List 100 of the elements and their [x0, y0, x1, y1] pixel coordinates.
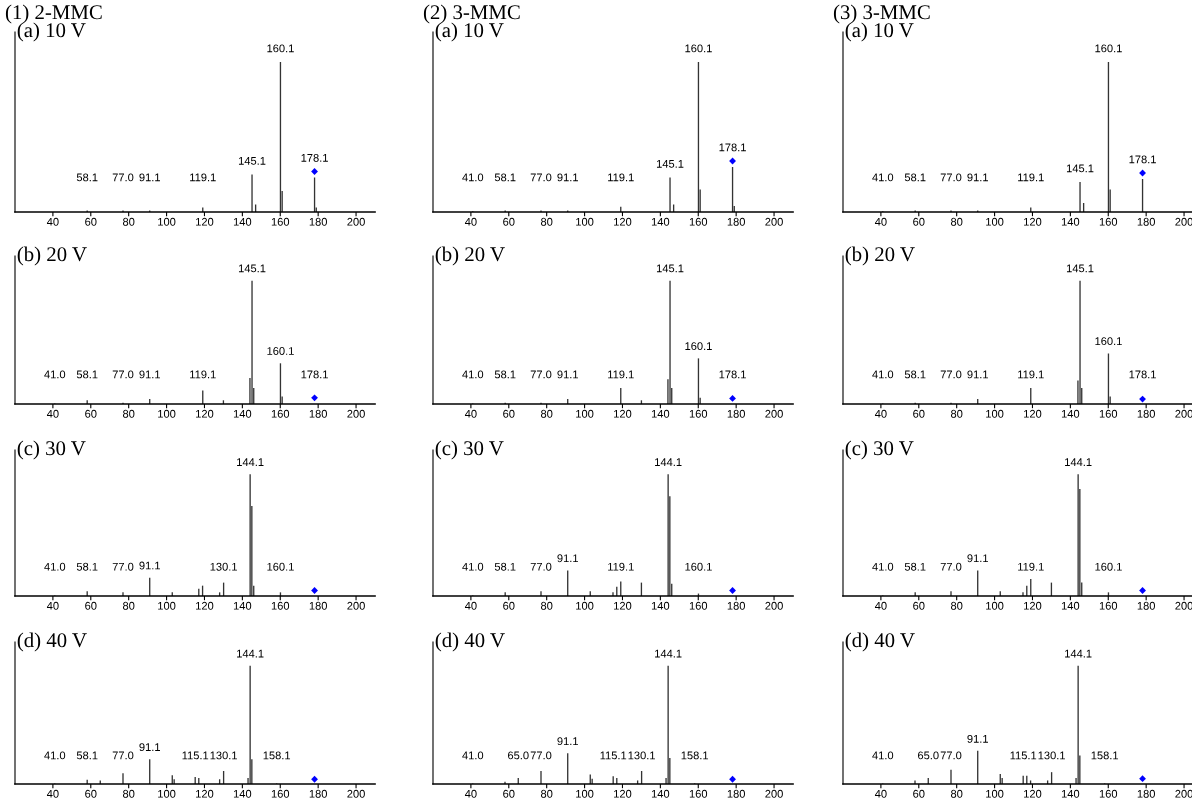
chart-subtitle: (c) 30 V [845, 440, 914, 460]
x-tick-label: 100 [576, 789, 594, 798]
annotation: 91.1 [139, 561, 160, 570]
annotation: 145.1 [238, 157, 266, 165]
x-tick-label: 120 [614, 601, 632, 610]
annotation: 115.1 [1010, 751, 1037, 760]
annotation: 178.1 [719, 143, 746, 152]
x-tick-label: 100 [158, 601, 176, 610]
annotation: 77.0 [112, 751, 134, 760]
x-tick-label: 120 [196, 601, 214, 610]
x-tick-label: 80 [122, 217, 135, 226]
annotation: 77.0 [112, 370, 134, 379]
annotation: 119.1 [190, 370, 216, 379]
x-tick-label: 80 [122, 789, 135, 798]
annotation: 41.0 [872, 562, 894, 571]
annotation: 41.0 [872, 370, 894, 379]
annotation: 58.1 [76, 751, 98, 760]
annotation: 160.1 [685, 562, 712, 571]
x-tick-label: 100 [158, 217, 176, 226]
x-tick-label: 200 [347, 409, 365, 418]
chart-subtitle: (b) 20 V [845, 246, 915, 266]
annotation: 58.1 [76, 370, 98, 379]
annotation: 145.1 [238, 264, 266, 273]
x-tick-label: 120 [1024, 217, 1042, 226]
x-tick-label: 100 [986, 409, 1004, 418]
x-tick-label: 200 [1175, 601, 1192, 610]
annotation: 77.0 [940, 370, 962, 379]
x-tick-label: 180 [1137, 789, 1155, 798]
x-tick-label: 60 [913, 217, 925, 226]
x-tick-label: 140 [651, 217, 670, 226]
x-tick-label: 100 [576, 217, 594, 226]
annotation: 158.1 [681, 751, 709, 760]
annotation: 160.1 [1095, 562, 1122, 571]
annotation: 41.0 [462, 751, 484, 760]
annotation: 119.1 [608, 173, 634, 182]
x-tick-label: 180 [309, 409, 327, 418]
chart-title: (1) 2-MMC [5, 4, 102, 24]
x-tick-label: 160 [689, 789, 708, 798]
x-tick-label: 120 [196, 789, 214, 798]
annotation: 119.1 [608, 562, 634, 571]
annotation: 91.1 [557, 737, 578, 746]
annotation: 77.0 [530, 562, 552, 571]
x-tick-label: 200 [765, 409, 783, 418]
annotation: 58.1 [904, 173, 926, 182]
x-tick-label: 60 [913, 601, 925, 610]
annotation: 58.1 [904, 370, 926, 379]
x-tick-label: 60 [503, 409, 515, 418]
annotation: 77.0 [112, 173, 134, 182]
annotation: 130.1 [210, 751, 237, 760]
x-tick-label: 100 [158, 789, 176, 798]
chart-subtitle: (c) 30 V [17, 440, 86, 460]
x-tick-label: 40 [464, 409, 477, 418]
annotation: 58.1 [494, 370, 516, 379]
annotation: 77.0 [530, 173, 552, 182]
x-tick-label: 40 [46, 601, 59, 610]
x-tick-label: 200 [1175, 217, 1192, 226]
chart-subtitle: (d) 40 V [435, 632, 505, 652]
x-tick-label: 40 [874, 217, 887, 226]
x-tick-label: 80 [122, 409, 135, 418]
annotation: 77.0 [940, 173, 962, 182]
annotation: 144.1 [237, 649, 264, 658]
x-tick-label: 60 [85, 601, 97, 610]
annotation: 178.1 [301, 153, 328, 162]
x-tick-label: 60 [85, 217, 97, 226]
chart-subtitle: (a) 10 V [17, 22, 86, 42]
annotation: 160.1 [267, 562, 294, 571]
annotation: 41.0 [462, 370, 484, 379]
annotation: 145.1 [656, 160, 684, 168]
annotation: 58.1 [494, 562, 516, 571]
x-tick-label: 80 [540, 601, 553, 610]
x-tick-label: 180 [727, 217, 745, 226]
chart-subtitle: (c) 30 V [435, 440, 504, 460]
x-tick-label: 140 [233, 789, 252, 798]
annotation: 41.0 [872, 751, 894, 760]
x-tick-label: 160 [689, 409, 708, 418]
chart-subtitle: (b) 20 V [17, 246, 87, 266]
chart-subtitle: (a) 10 V [435, 22, 504, 42]
chart-subtitle: (a) 10 V [845, 22, 914, 42]
x-tick-label: 200 [347, 601, 365, 610]
annotation: 119.1 [1018, 562, 1044, 571]
chart-subtitle: (d) 40 V [845, 632, 915, 652]
x-tick-label: 120 [1024, 409, 1042, 418]
annotation: 58.1 [494, 173, 516, 182]
annotation: 178.1 [1129, 370, 1156, 379]
annotation: 119.1 [1018, 370, 1044, 379]
annotation: 119.1 [1018, 173, 1044, 182]
x-tick-label: 100 [576, 601, 594, 610]
x-tick-label: 180 [727, 789, 745, 798]
x-tick-label: 80 [950, 217, 963, 226]
x-tick-label: 200 [1175, 789, 1192, 798]
x-tick-label: 180 [309, 601, 327, 610]
x-tick-label: 140 [651, 789, 670, 798]
annotation: 160.1 [1095, 337, 1122, 346]
annotation: 130.1 [628, 751, 655, 760]
annotation: 178.1 [1129, 155, 1156, 164]
x-tick-label: 140 [651, 409, 670, 418]
annotation: 41.0 [872, 173, 894, 182]
x-tick-label: 40 [464, 601, 477, 610]
x-tick-label: 80 [540, 409, 553, 418]
annotation: 144.1 [1065, 649, 1092, 658]
